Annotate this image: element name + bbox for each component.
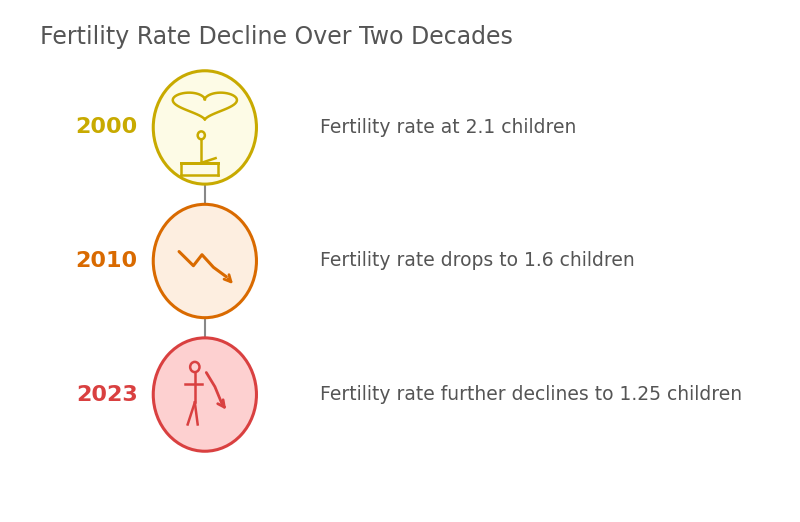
Text: 2000: 2000 (75, 117, 138, 137)
Ellipse shape (154, 338, 257, 451)
Ellipse shape (154, 204, 257, 318)
Text: 2010: 2010 (75, 251, 138, 271)
Text: Fertility rate further declines to 1.25 children: Fertility rate further declines to 1.25 … (319, 385, 742, 404)
Text: 2023: 2023 (76, 385, 138, 405)
Text: Fertility rate drops to 1.6 children: Fertility rate drops to 1.6 children (319, 252, 634, 270)
Text: Fertility Rate Decline Over Two Decades: Fertility Rate Decline Over Two Decades (40, 25, 513, 49)
Text: Fertility rate at 2.1 children: Fertility rate at 2.1 children (319, 118, 576, 137)
Ellipse shape (154, 71, 257, 184)
